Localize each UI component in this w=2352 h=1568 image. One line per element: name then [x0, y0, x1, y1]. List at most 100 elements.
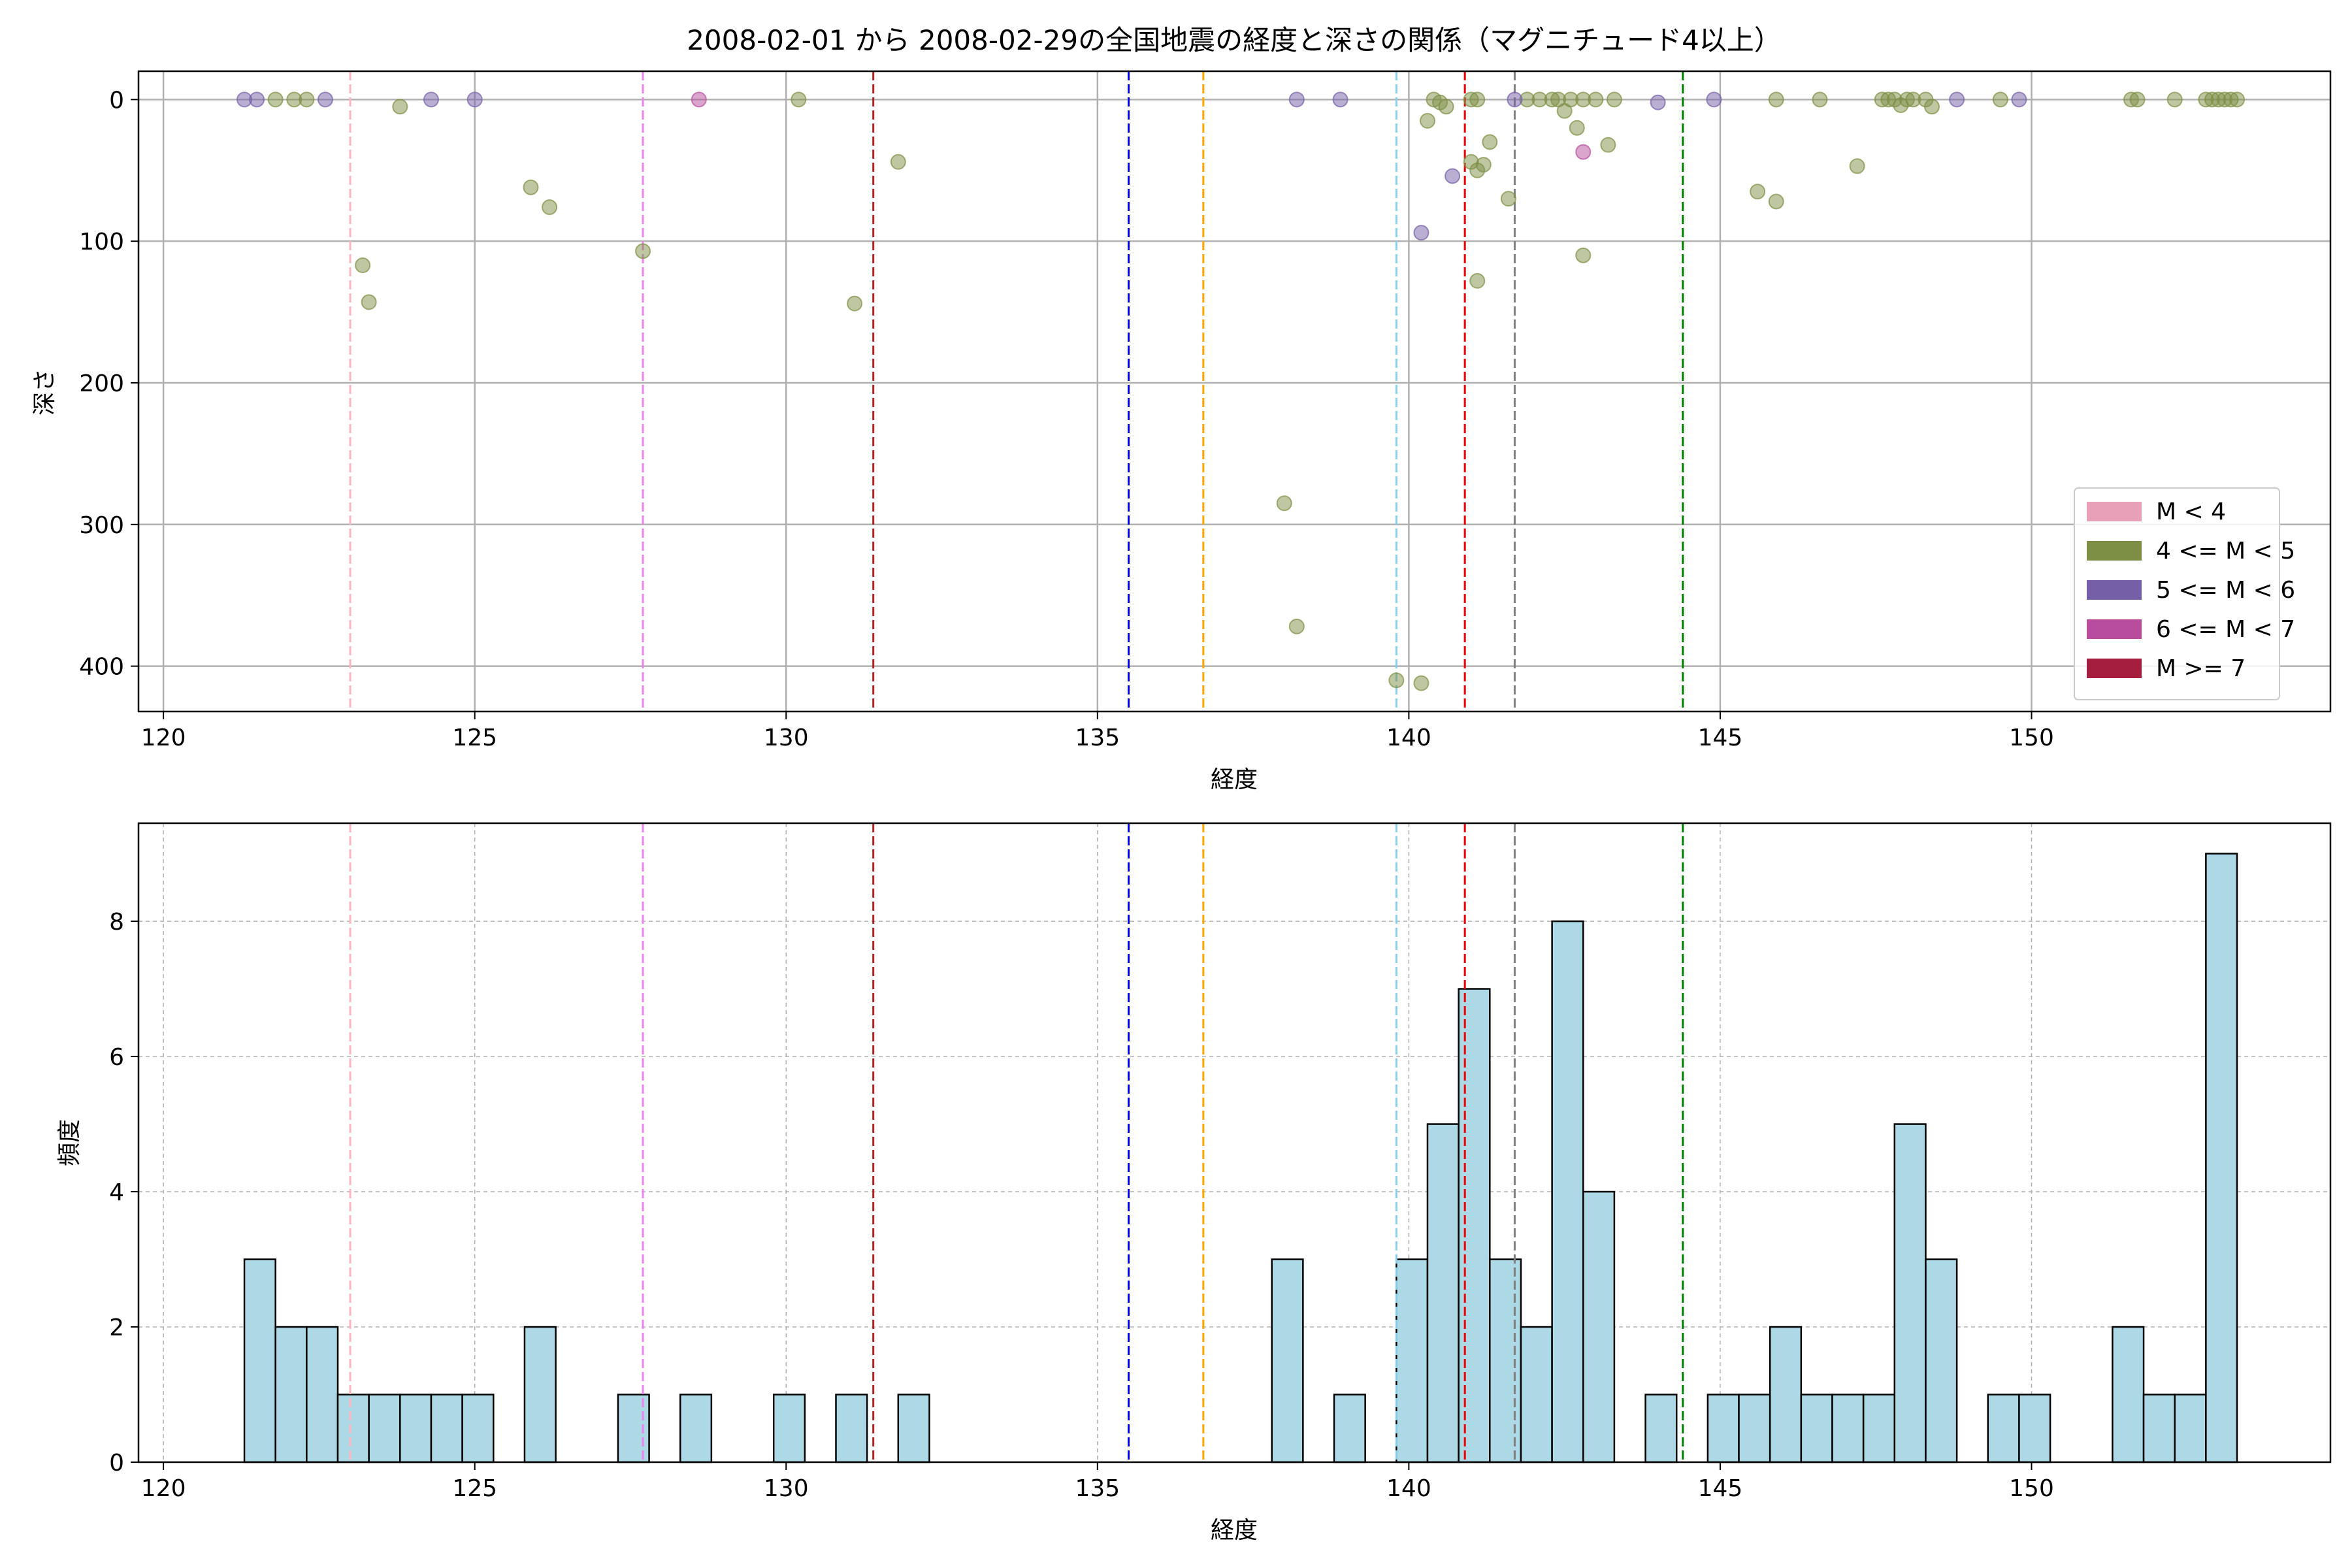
scatter-points: [237, 91, 2246, 691]
scatter-panel: 120 125 130 135 140 145 150 0 100 200 300 400 経度 深…: [31, 70, 2332, 793]
histogram-bar: [1644, 1394, 1678, 1463]
legend-swatch: [2087, 659, 2142, 678]
histogram-bar: [523, 1326, 557, 1463]
scatter-point: [1419, 112, 1435, 129]
histogram-grid: [139, 823, 2330, 1463]
histogram-bar: [772, 1394, 806, 1463]
scatter-point: [1606, 91, 1622, 108]
histogram-x-ticks: 120 125 130 135 140 145 150: [141, 1462, 2054, 1502]
histogram-bar: [461, 1394, 495, 1463]
chart-title: 2008-02-01 から 2008-02-29の全国地震の経度と深さの関係（マ…: [687, 24, 1782, 56]
scatter-reference-lines: [349, 71, 1684, 711]
histogram-reference-lines: [349, 823, 1684, 1462]
scatter-x-tick-label: 120: [141, 725, 186, 751]
histogram-x-tick-label: 125: [452, 1475, 497, 1502]
histogram-bar: [1271, 1258, 1304, 1463]
histogram-bar: [274, 1326, 308, 1463]
scatter-point: [355, 257, 371, 274]
histogram-bar: [2112, 1326, 2145, 1463]
scatter-point: [2229, 91, 2246, 108]
histogram-x-tick-label: 130: [764, 1475, 809, 1502]
histogram-bar: [399, 1394, 433, 1463]
histogram-x-tick-label: 135: [1075, 1475, 1120, 1502]
histogram-bars: [243, 853, 2238, 1463]
histogram-bar: [1458, 988, 1491, 1463]
scatter-point: [361, 294, 377, 310]
histogram-x-tick-label: 150: [2009, 1475, 2054, 1502]
scatter-point: [392, 99, 408, 115]
histogram-y-tick-label: 0: [109, 1450, 124, 1477]
legend: M < 4 4 <= M < 5 5 <= M < 6 6 <= M < 7 M >= …: [2074, 487, 2295, 700]
scatter-point: [1600, 137, 1616, 153]
scatter-point: [691, 91, 707, 108]
histogram-bar: [1333, 1394, 1366, 1463]
scatter-point: [423, 91, 439, 108]
histogram-bar: [1800, 1394, 1833, 1463]
histogram-bar: [2018, 1394, 2051, 1463]
legend-label: M >= 7: [2156, 655, 2246, 682]
scatter-point: [317, 91, 333, 108]
legend-swatch: [2087, 541, 2142, 561]
scatter-point: [523, 179, 539, 195]
histogram-bar: [1582, 1190, 1616, 1463]
histogram-y-tick-label: 8: [109, 909, 124, 936]
histogram-axes-frame: [137, 822, 2332, 1463]
scatter-y-tick-label: 100: [79, 229, 124, 255]
scatter-x-tick-label: 130: [764, 725, 809, 751]
histogram-bar: [1551, 920, 1584, 1463]
scatter-point: [1438, 99, 1454, 115]
histogram-bar: [1862, 1394, 1896, 1463]
histogram-bar: [1396, 1258, 1429, 1463]
scatter-point: [299, 91, 315, 108]
scatter-point: [1475, 157, 1492, 173]
histogram-bar: [1738, 1394, 1771, 1463]
scatter-point: [1445, 168, 1461, 184]
histogram-bar: [835, 1394, 868, 1463]
histogram-bar: [1769, 1326, 1803, 1463]
histogram-bar: [1831, 1394, 1865, 1463]
legend-swatch: [2087, 580, 2142, 600]
scatter-point: [1768, 193, 1784, 210]
scatter-y-ticks: 0 100 200 300 400: [79, 87, 139, 681]
histogram-x-tick-label: 140: [1386, 1475, 1431, 1502]
scatter-y-tick-label: 300: [79, 512, 124, 539]
scatter-point: [2166, 91, 2183, 108]
scatter-axes-frame: [137, 70, 2332, 713]
scatter-x-ticks: 120 125 130 135 140 145 150: [141, 711, 2054, 751]
scatter-x-tick-label: 125: [452, 725, 497, 751]
scatter-point: [1288, 91, 1305, 108]
scatter-point: [1575, 144, 1592, 160]
histogram-bar: [368, 1394, 401, 1463]
legend-label: 6 <= M < 7: [2156, 616, 2295, 643]
histogram-x-axis-label: 経度: [1211, 1517, 1258, 1544]
scatter-point: [1413, 225, 1429, 241]
scatter-point: [2129, 91, 2146, 108]
histogram-bar: [1893, 1123, 1927, 1463]
scatter-point: [1849, 158, 1865, 174]
scatter-grid: [139, 71, 2330, 711]
histogram-y-ticks: 0 2 4 6 8: [109, 909, 139, 1477]
legend-label: 4 <= M < 5: [2156, 538, 2295, 564]
scatter-point: [1469, 272, 1486, 289]
scatter-point: [1482, 134, 1498, 150]
histogram-bar: [897, 1394, 930, 1463]
scatter-x-tick-label: 145: [1698, 725, 1743, 751]
scatter-point: [1569, 120, 1585, 136]
scatter-point: [635, 243, 651, 259]
scatter-point: [1413, 675, 1429, 691]
histogram-bar: [1426, 1123, 1460, 1463]
scatter-point: [1750, 184, 1766, 200]
scatter-point: [1706, 91, 1722, 108]
scatter-point: [1575, 247, 1592, 263]
scatter-point: [1507, 91, 1523, 108]
histogram-y-tick-label: 2: [109, 1315, 124, 1341]
scatter-y-tick-label: 400: [79, 654, 124, 681]
scatter-x-tick-label: 150: [2009, 725, 2054, 751]
scatter-point: [1924, 99, 1940, 115]
scatter-point: [1588, 91, 1604, 108]
histogram-bar: [1707, 1394, 1740, 1463]
scatter-point: [2011, 91, 2027, 108]
scatter-point: [267, 91, 284, 108]
histogram-bar: [2174, 1394, 2207, 1463]
scatter-x-tick-label: 140: [1386, 725, 1431, 751]
